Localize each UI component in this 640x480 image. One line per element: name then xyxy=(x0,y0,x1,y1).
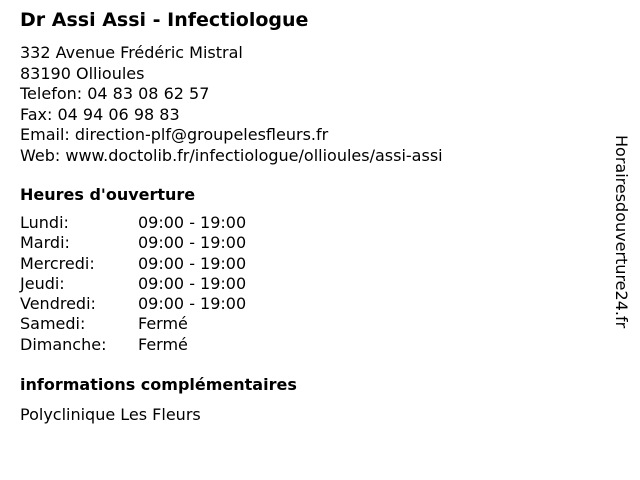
extra-heading: informations complémentaires xyxy=(20,375,297,394)
day: Dimanche: xyxy=(20,334,107,354)
time: 09:00 - 19:00 xyxy=(138,253,247,273)
hours-row: Jeudi: 09:00 - 19:00 xyxy=(20,274,246,294)
website: Web: www.doctolib.fr/infectiologue/ollio… xyxy=(20,145,443,165)
extra-text: Polyclinique Les Fleurs xyxy=(20,405,201,424)
day: Lundi: xyxy=(20,213,69,232)
time: 09:00 - 19:00 xyxy=(138,294,247,314)
time: Fermé xyxy=(138,314,188,334)
day: Vendredi: xyxy=(20,294,96,314)
day: Mardi: xyxy=(20,233,70,253)
hours-row: Lundi: 09:00 - 19:00 xyxy=(20,213,246,233)
day: Mercredi: xyxy=(20,253,95,273)
hours-heading: Heures d'ouverture xyxy=(20,185,196,204)
hours-row: Mardi: 09:00 - 19:00 xyxy=(20,233,246,253)
hours-row: Vendredi: 09:00 - 19:00 xyxy=(20,294,246,314)
page-title: Dr Assi Assi - Infectiologue xyxy=(20,9,309,31)
time: Fermé xyxy=(138,334,188,354)
fax: Fax: 04 94 06 98 83 xyxy=(20,104,180,124)
hours-row: Samedi: Fermé xyxy=(20,314,246,334)
time: 09:00 - 19:00 xyxy=(138,213,247,232)
address-line: 332 Avenue Frédéric Mistral xyxy=(20,43,243,62)
hours-table: Lundi: 09:00 - 19:00 Mardi: 09:00 - 19:00 … xyxy=(20,213,246,355)
time: 09:00 - 19:00 xyxy=(138,273,247,293)
day: Samedi: xyxy=(20,314,86,334)
hours-row: Mercredi: 09:00 - 19:00 xyxy=(20,254,246,274)
hours-row: Dimanche: Fermé xyxy=(20,335,246,355)
email: Email: direction-plf@groupelesfleurs.fr xyxy=(20,125,329,144)
side-watermark: Horairesdouverture24.fr xyxy=(612,135,631,329)
contact-info: 332 Avenue Frédéric Mistral 83190 Olliou… xyxy=(20,43,443,166)
phone: Telefon: 04 83 08 62 57 xyxy=(20,84,210,103)
address-line: 83190 Ollioules xyxy=(20,63,145,83)
time: 09:00 - 19:00 xyxy=(138,233,247,253)
day: Jeudi: xyxy=(20,273,65,293)
